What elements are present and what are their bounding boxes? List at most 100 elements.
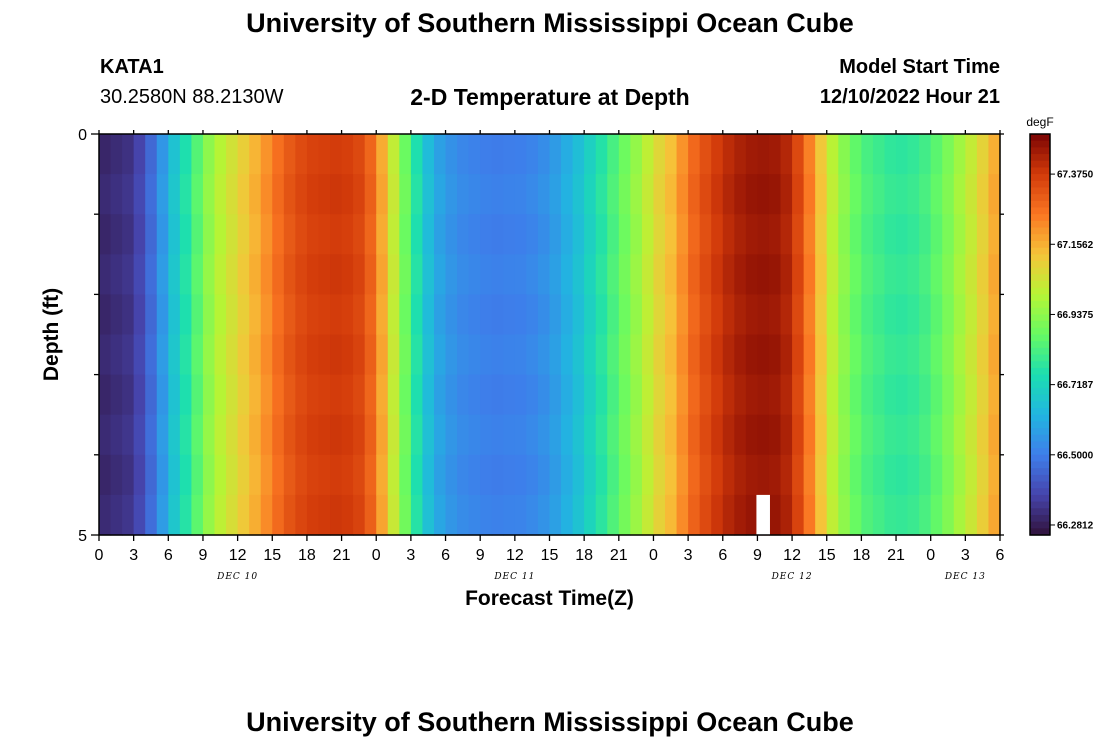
heatmap-cell [318,374,331,416]
heatmap-cell [872,174,886,215]
heatmap-cell [480,494,493,536]
heatmap-cell [191,374,204,416]
heatmap-cell [110,334,123,376]
heatmap-cell [872,294,886,336]
heatmap-cell [745,134,759,175]
heatmap-cell [988,494,1001,536]
heatmap-cell [607,454,620,496]
heatmap-cell [226,174,239,215]
heatmap-cell [849,374,862,416]
heatmap-cell [410,414,424,456]
heatmap-cell [930,134,943,175]
heatmap-cell [503,334,516,376]
x-tick-label: 9 [753,547,762,564]
colorbar-label: 66.7187 [1057,380,1094,391]
heatmap-cell [145,254,158,295]
heatmap-cell [353,134,366,175]
heatmap-cell [237,214,250,255]
heatmap-cell [561,454,574,496]
heatmap-cell [734,294,747,336]
heatmap-cell [376,294,389,336]
heatmap-cell [618,174,631,215]
heatmap-cell [976,454,990,496]
heatmap-cell [526,374,539,416]
heatmap-cell [283,374,296,416]
heatmap-cell [653,374,666,416]
heatmap-cell [930,294,943,336]
heatmap-cell [422,214,435,255]
heatmap-cell [988,334,1001,376]
heatmap-cell [514,254,527,295]
heatmap-cell [260,294,273,336]
heatmap-cell [549,214,562,255]
heatmap-cell [99,254,112,295]
colorbar-segment [1030,481,1050,489]
heatmap-cell [976,254,990,295]
heatmap-cell [410,374,424,416]
heatmap-cell [630,134,643,175]
heatmap-cell [630,294,643,336]
heatmap-cell [872,134,886,175]
heatmap-cell [226,374,239,416]
heatmap-cell [768,334,782,376]
heatmap-cell [295,414,308,456]
colorbar-segment [1030,294,1050,302]
heatmap-cell [283,454,296,496]
heatmap-cell [341,134,354,175]
heatmap-cell [665,334,678,376]
heatmap-cell [99,294,112,336]
heatmap-cell [849,454,862,496]
heatmap-cell [688,254,701,295]
heatmap-cell [930,454,943,496]
heatmap-cell [826,334,839,376]
heatmap-cell [722,214,735,255]
heatmap-cell [260,414,273,456]
heatmap-cell [387,294,400,336]
heatmap-cell [260,134,273,175]
heatmap-cell [537,494,551,536]
colorbar-segment [1030,474,1050,483]
heatmap-cell [99,214,112,255]
colorbar-segment [1030,361,1050,369]
heatmap-cell [330,334,343,376]
heatmap-cell [872,254,886,295]
heatmap-cell [976,494,990,536]
heatmap-cell [318,494,331,536]
heatmap-cell [99,494,112,536]
colorbar-label: 67.1562 [1057,240,1094,251]
heatmap-cell [849,414,862,456]
colorbar-segment [1030,301,1050,309]
heatmap-cell [433,334,447,376]
heatmap-cell [306,174,320,215]
heatmap-cell [145,494,158,536]
heatmap-cell [676,174,689,215]
heatmap-cell [976,374,990,416]
x-tick-label: 12 [229,547,247,564]
x-tick-label: 21 [887,547,905,564]
heatmap-cell [364,374,377,416]
colorbar-segment [1030,200,1050,209]
heatmap-cell [699,414,712,456]
heatmap-cell [745,334,759,376]
heatmap-cell [422,494,435,536]
heatmap-cell [537,414,551,456]
heatmap-cell [757,214,770,255]
heatmap-cell [572,494,585,536]
heatmap-cell [468,214,481,255]
heatmap-cell [133,254,146,295]
heatmap-cell [110,294,123,336]
heatmap-cell [179,214,193,255]
heatmap-cell [653,454,666,496]
heatmap-cell [214,174,227,215]
heatmap-cell [792,214,805,255]
heatmap-cell [595,254,608,295]
heatmap-cell [168,294,181,336]
heatmap-cell [445,374,458,416]
heatmap-cell [514,214,527,255]
footer-title: University of Southern Mississippi Ocean… [246,707,854,737]
heatmap-cell [768,414,782,456]
heatmap-cell [122,334,135,376]
x-tick-label: 0 [95,547,104,564]
colorbar-segment [1030,321,1050,329]
heatmap-cell [676,334,689,376]
